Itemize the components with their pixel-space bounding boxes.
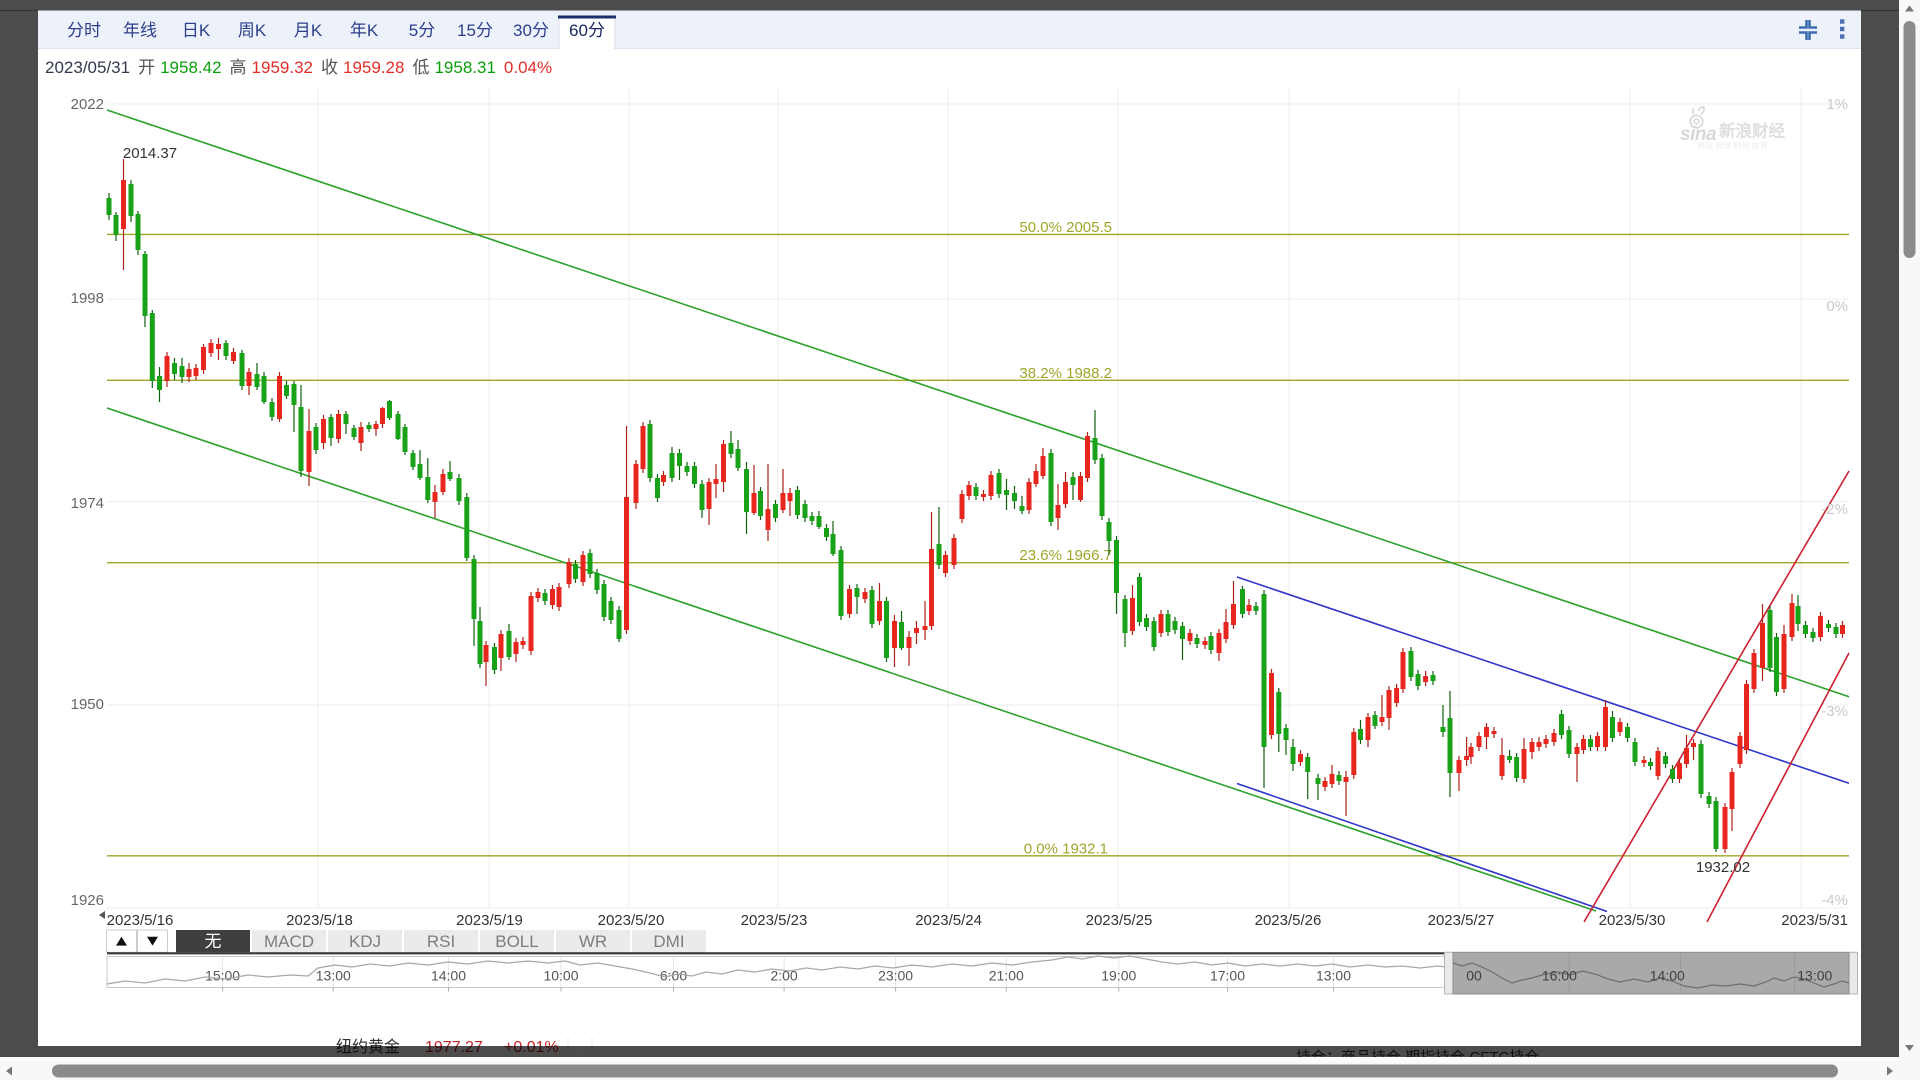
svg-text:BOLL: BOLL [495,932,538,951]
svg-text:13:00: 13:00 [316,968,351,984]
svg-text:KDJ: KDJ [349,932,381,951]
svg-text:15分: 15分 [457,21,493,40]
svg-text:2023/5/24: 2023/5/24 [915,912,982,929]
svg-text:23:00: 23:00 [878,968,913,984]
svg-text:00: 00 [1466,968,1482,984]
svg-text:2023/5/27: 2023/5/27 [1428,912,1495,929]
svg-text:新浪财经: 新浪财经 [1719,121,1786,141]
svg-text:38.2% 1988.2: 38.2% 1988.2 [1019,365,1112,382]
svg-text:2023/5/31: 2023/5/31 [1781,912,1848,929]
svg-text:2023/5/26: 2023/5/26 [1255,912,1322,929]
svg-text:13:00: 13:00 [1316,968,1351,984]
svg-text:周K: 周K [238,21,267,40]
svg-text:-4%: -4% [1821,892,1848,909]
svg-text:分时: 分时 [67,21,101,40]
svg-text:13:00: 13:00 [1797,968,1832,984]
svg-text:MACD: MACD [264,932,314,951]
svg-text:5分: 5分 [409,21,435,40]
svg-text:年K: 年K [350,21,379,40]
svg-text:年线: 年线 [123,21,157,40]
svg-text:月K: 月K [294,21,323,40]
svg-text:1%: 1% [1826,96,1848,113]
svg-text:23.6% 1966.7: 23.6% 1966.7 [1019,547,1112,564]
svg-text:1950: 1950 [71,696,104,713]
svg-text:2:00: 2:00 [770,968,797,984]
svg-text:2023/5/20: 2023/5/20 [598,912,665,929]
svg-text:sina: sina [1680,124,1717,145]
svg-text:RSI: RSI [427,932,455,951]
svg-text:-3%: -3% [1821,703,1848,720]
svg-text:DMI: DMI [653,932,684,951]
svg-text:WR: WR [579,932,607,951]
svg-text:1932.02: 1932.02 [1696,859,1750,876]
svg-text:2014.37: 2014.37 [123,145,177,162]
svg-text:无: 无 [205,932,222,951]
svg-text:50.0% 2005.5: 50.0% 2005.5 [1019,219,1112,236]
svg-text:16:00: 16:00 [1542,968,1577,984]
svg-text:2023/5/18: 2023/5/18 [286,912,353,929]
svg-text:日K: 日K [182,21,211,40]
svg-text:2023/5/30: 2023/5/30 [1599,912,1666,929]
svg-text:2022: 2022 [71,96,104,113]
svg-text:30分: 30分 [513,21,549,40]
svg-text:10:00: 10:00 [543,968,578,984]
svg-text:0.0% 1932.1: 0.0% 1932.1 [1024,841,1108,858]
svg-text:2023/5/23: 2023/5/23 [741,912,808,929]
svg-text:0%: 0% [1826,298,1848,315]
svg-text:1926: 1926 [71,892,104,909]
svg-text:21:00: 21:00 [989,968,1024,984]
svg-text:60分: 60分 [569,21,605,40]
svg-text:1974: 1974 [71,495,104,512]
svg-text:14:00: 14:00 [1650,968,1685,984]
svg-text:-2%: -2% [1821,501,1848,518]
svg-text:1998: 1998 [71,290,104,307]
svg-text:17:00: 17:00 [1210,968,1245,984]
svg-text:2023/5/25: 2023/5/25 [1086,912,1153,929]
svg-text:2023/5/19: 2023/5/19 [456,912,523,929]
svg-text:15:00: 15:00 [205,968,240,984]
svg-text:19:00: 19:00 [1101,968,1136,984]
svg-text:2023/5/16: 2023/5/16 [107,912,174,929]
svg-text:新闻 微博 财经 体育: 新闻 微博 财经 体育 [1697,141,1768,151]
svg-text:14:00: 14:00 [431,968,466,984]
